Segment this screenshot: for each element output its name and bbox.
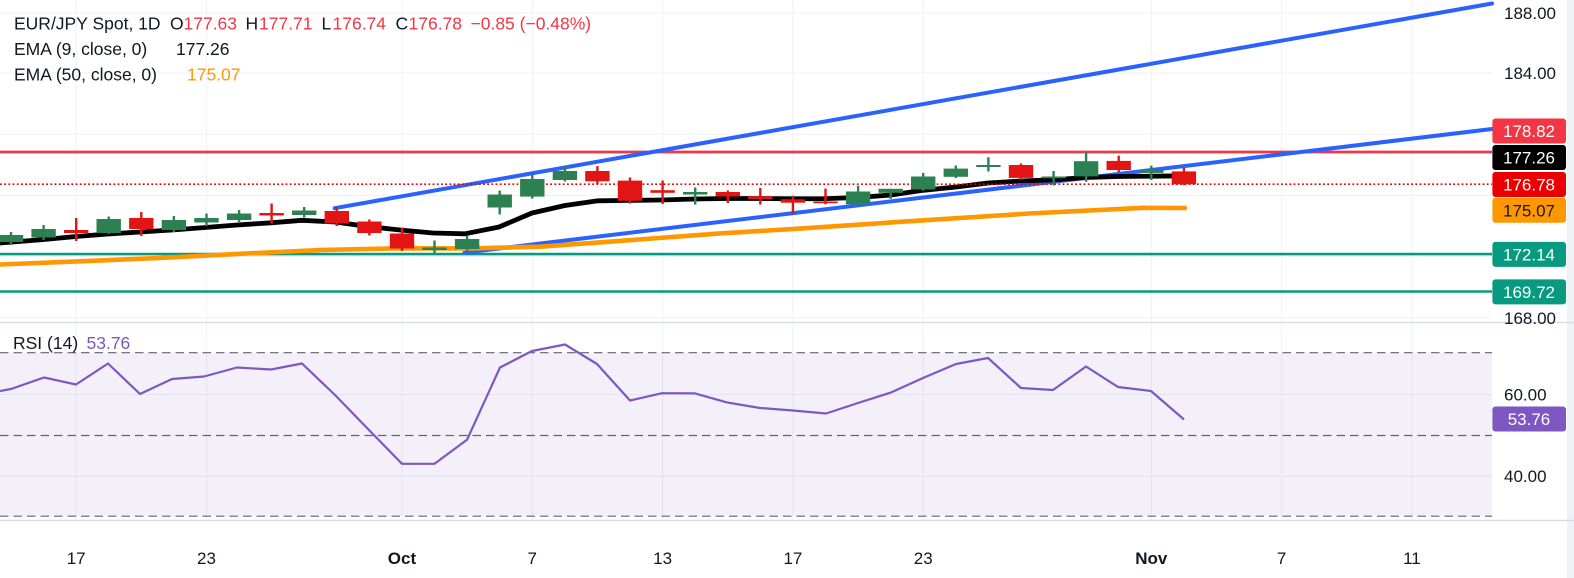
svg-text:Nov: Nov (1135, 549, 1168, 568)
svg-text:7: 7 (528, 549, 537, 568)
svg-text:Oct: Oct (388, 549, 417, 568)
svg-text:−0.85 (−0.48%): −0.85 (−0.48%) (471, 14, 592, 34)
svg-text:53.76: 53.76 (1508, 410, 1551, 429)
svg-text:23: 23 (197, 549, 216, 568)
svg-text:EMA (50, close, 0): EMA (50, close, 0) (14, 65, 157, 85)
svg-text:176.74: 176.74 (333, 14, 387, 34)
svg-text:176.78: 176.78 (1503, 176, 1555, 195)
svg-text:53.76: 53.76 (87, 333, 131, 353)
svg-text:40.00: 40.00 (1504, 467, 1547, 486)
svg-text:O: O (170, 14, 184, 34)
svg-text:EUR/JPY Spot, 1D: EUR/JPY Spot, 1D (14, 14, 161, 34)
svg-text:13: 13 (653, 549, 672, 568)
svg-text:172.14: 172.14 (1503, 245, 1555, 264)
svg-text:C: C (396, 14, 409, 34)
svg-text:184.00: 184.00 (1504, 64, 1556, 83)
svg-text:177.63: 177.63 (184, 14, 238, 34)
svg-text:168.00: 168.00 (1504, 309, 1556, 328)
svg-text:177.71: 177.71 (259, 14, 313, 34)
svg-text:175.07: 175.07 (187, 65, 241, 85)
svg-text:169.72: 169.72 (1503, 283, 1555, 302)
svg-text:177.26: 177.26 (176, 39, 230, 59)
svg-text:60.00: 60.00 (1504, 386, 1547, 405)
svg-text:178.82: 178.82 (1503, 122, 1555, 141)
svg-text:L: L (322, 14, 332, 34)
svg-text:11: 11 (1403, 549, 1421, 568)
svg-text:17: 17 (783, 549, 802, 568)
svg-text:188.00: 188.00 (1504, 4, 1556, 23)
svg-text:17: 17 (67, 549, 86, 568)
svg-text:EMA (9, close, 0): EMA (9, close, 0) (14, 39, 147, 59)
svg-text:7: 7 (1277, 549, 1286, 568)
svg-text:176.78: 176.78 (409, 14, 463, 34)
svg-text:23: 23 (914, 549, 933, 568)
svg-text:177.26: 177.26 (1503, 149, 1555, 168)
svg-text:RSI (14): RSI (14) (13, 333, 78, 353)
svg-text:H: H (246, 14, 259, 34)
svg-text:175.07: 175.07 (1503, 201, 1555, 220)
